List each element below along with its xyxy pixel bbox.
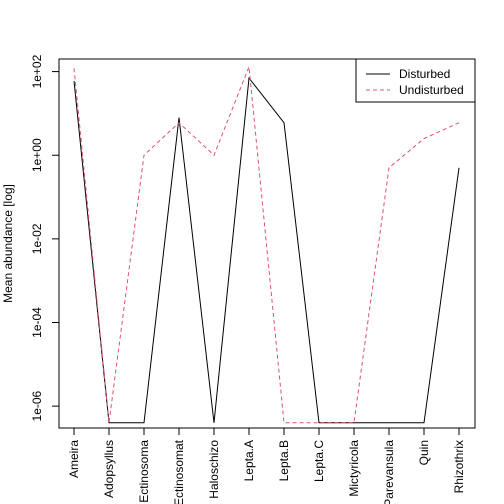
y-tick-label: 1e-06 — [30, 390, 44, 421]
x-tick-label: Ectinosomat — [172, 439, 186, 504]
x-tick-label: Lepta.B — [277, 440, 291, 481]
legend: Disturbed Undisturbed — [355, 58, 476, 103]
x-tick-label: Mictyricola — [347, 440, 361, 497]
series-line-disturbed — [73, 76, 460, 424]
y-axis-title: Mean abundance [log] — [1, 184, 15, 303]
x-tick-label: Ectinosoma — [137, 440, 151, 503]
x-tick-label: Adopsyllus — [102, 440, 116, 498]
x-tick-label: Rhizothrix — [452, 440, 466, 493]
x-tick-label: Ameira — [67, 440, 81, 478]
y-tick-label: 1e-04 — [30, 307, 44, 338]
x-axis: Ameira Adopsyllus Ectinosoma Ectinosomat Hal… — [67, 428, 466, 504]
x-tick-label: Haloschizo — [207, 440, 221, 499]
y-axis: 1e-06 1e-04 1e-02 1e+00 1e+02 — [30, 54, 59, 421]
legend-box — [355, 58, 476, 103]
series-line-undisturbed — [73, 66, 460, 424]
x-tick-label: Parevansula — [382, 440, 396, 504]
series-layer — [73, 66, 460, 424]
y-tick-label: 1e-02 — [30, 223, 44, 254]
legend-label: Undisturbed — [399, 83, 464, 97]
y-tick-label: 1e+02 — [30, 54, 44, 88]
x-tick-label: Quin — [417, 440, 431, 465]
x-tick-label: Lepta.C — [312, 440, 326, 482]
legend-label: Disturbed — [399, 67, 450, 81]
plot-frame — [58, 58, 476, 429]
y-tick-label: 1e+00 — [30, 138, 44, 172]
x-tick-label: Lepta.A — [242, 440, 256, 481]
